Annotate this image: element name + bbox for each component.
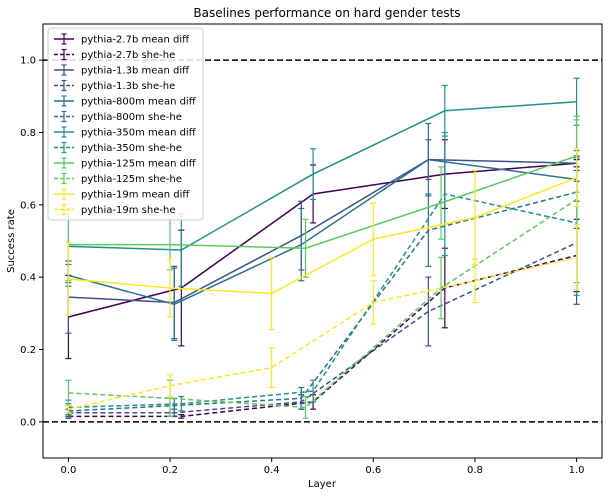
legend-label: pythia-19m mean diff [81, 190, 190, 201]
y-axis-label: Success rate [6, 209, 17, 273]
series-line [68, 256, 577, 410]
x-tick-label: 0.4 [264, 465, 280, 476]
legend-item: pythia-19m she-he [54, 203, 175, 216]
legend-label: pythia-350m mean diff [81, 128, 197, 139]
x-tick-label: 1.0 [569, 465, 585, 476]
legend-item: pythia-125m mean diff [54, 157, 197, 170]
y-tick-label: 0.2 [20, 345, 36, 356]
legend-label: pythia-2.7b mean diff [81, 35, 190, 46]
series-pythia-19m-she-he [65, 224, 580, 414]
legend-item: pythia-350m mean diff [54, 126, 197, 139]
legend-item: pythia-19m mean diff [54, 188, 190, 201]
legend-item: pythia-125m she-he [54, 172, 182, 185]
series-line [68, 177, 577, 295]
legend-item: pythia-1.3b mean diff [54, 64, 190, 77]
legend-label: pythia-1.3b she-he [81, 81, 175, 92]
x-tick-label: 0.6 [365, 465, 381, 476]
y-tick-label: 0.4 [20, 273, 36, 284]
legend-label: pythia-1.3b mean diff [81, 66, 190, 77]
legend-item: pythia-800m mean diff [54, 95, 197, 108]
series-line [68, 198, 578, 409]
y-tick-label: 0.0 [20, 417, 36, 428]
legend-label: pythia-2.7b she-he [81, 50, 175, 61]
x-axis-label: Layer [308, 479, 337, 490]
legend-item: pythia-2.7b mean diff [54, 33, 190, 46]
series-pythia-800m-mean-diff [65, 122, 580, 342]
y-tick-label: 1.0 [20, 56, 36, 67]
legend-label: pythia-800m she-he [81, 112, 182, 123]
legend-label: pythia-19m she-he [81, 205, 175, 216]
series-line [68, 193, 577, 409]
legend-label: pythia-125m she-he [81, 174, 182, 185]
y-tick-label: 0.8 [20, 128, 36, 139]
x-tick-label: 0.8 [467, 465, 483, 476]
y-tick-label: 0.6 [20, 200, 36, 211]
chart-title: Baselines performance on hard gender tes… [193, 6, 460, 20]
legend-item: pythia-350m she-he [54, 141, 182, 154]
legend-label: pythia-350m she-he [81, 143, 182, 154]
series-line [68, 254, 577, 418]
plot-area [43, 59, 602, 423]
legend-item: pythia-1.3b she-he [54, 79, 175, 92]
legend-label: pythia-800m mean diff [81, 97, 197, 108]
plot-frame [42, 23, 603, 459]
legend-label: pythia-125m mean diff [81, 159, 197, 170]
legend-item: pythia-2.7b she-he [54, 48, 175, 61]
x-tick-label: 0.2 [162, 465, 178, 476]
legend-item: pythia-800m she-he [54, 110, 182, 123]
legend: pythia-2.7b mean diff pythia-2.7b she-he p… [47, 27, 204, 221]
legend-box [47, 27, 204, 221]
x-tick-label: 0.0 [60, 465, 76, 476]
